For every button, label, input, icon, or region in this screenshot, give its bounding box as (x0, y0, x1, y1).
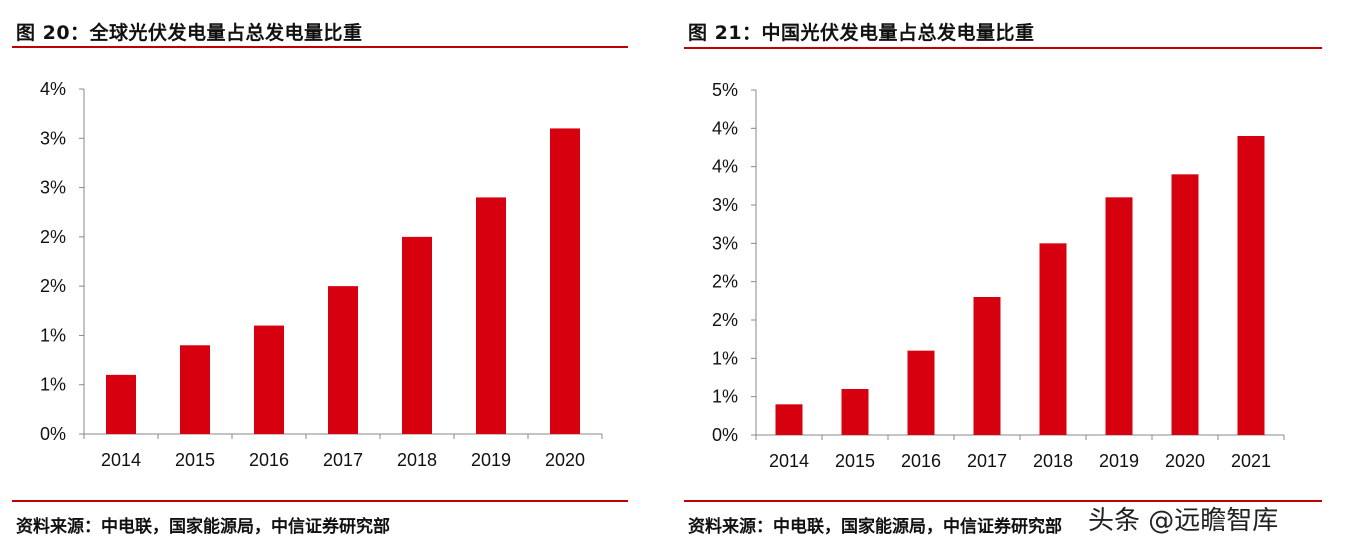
x-tick-label: 2019 (1099, 451, 1139, 471)
x-tick-label: 2016 (249, 450, 289, 470)
y-tick-label: 1% (712, 387, 738, 407)
x-tick-label: 2015 (835, 451, 875, 471)
bar-2019 (1105, 197, 1133, 435)
title-rule (684, 47, 1322, 49)
y-tick-label: 2% (712, 310, 738, 330)
bar-2020 (550, 128, 580, 434)
x-tick-label: 2018 (1033, 451, 1073, 471)
x-tick-label: 2017 (967, 451, 1007, 471)
y-tick-label: 4% (712, 157, 738, 177)
chart-panel-china: 图 21：中国光伏发电量占总发电量比重 0% 1% 1% 2% 2% 3% 3% 4% 4% 5%… (672, 0, 1322, 554)
source-note: 资料来源：中电联，国家能源局，中信证券研究部 (688, 517, 1062, 537)
bar-2018 (402, 236, 432, 434)
y-tick-label: 3% (40, 128, 66, 148)
bar-2018 (1039, 243, 1067, 435)
y-tick-label: 4% (712, 118, 738, 138)
y-tick-label: 1% (712, 348, 738, 368)
y-tick-label: 2% (40, 276, 66, 296)
bar-chart-china: 0% 1% 1% 2% 2% 3% 3% 4% 4% 5% 2014 2015 2016 2017 2018… (712, 80, 1285, 471)
chart-panel-global: 图 20：全球光伏发电量占总发电量比重 0% 1% 1% 2% 2% 3% 3% 4% 2014… (0, 0, 650, 554)
y-tick-label: 2% (40, 227, 66, 247)
bar-2020 (1171, 174, 1199, 436)
x-tick-label: 2020 (545, 450, 585, 470)
source-rule (684, 500, 1322, 502)
x-tick-label: 2019 (471, 450, 511, 470)
y-tick-label: 4% (40, 79, 66, 99)
y-tick-label: 3% (40, 178, 66, 198)
y-tick-label: 3% (712, 195, 738, 215)
bar-2017 (328, 286, 358, 434)
y-tick-label: 1% (40, 375, 66, 395)
x-tick-label: 2014 (101, 450, 141, 470)
bar-2017 (973, 297, 1001, 435)
bar-2014 (775, 404, 803, 435)
chart-title: 图 21：中国光伏发电量占总发电量比重 (688, 22, 1035, 44)
x-tick-label: 2014 (769, 451, 809, 471)
chart-title: 图 20：全球光伏发电量占总发电量比重 (16, 22, 363, 44)
source-rule (12, 500, 628, 502)
bar-2015 (841, 389, 869, 435)
y-tick-label: 5% (712, 80, 738, 100)
bar-chart-global: 0% 1% 1% 2% 2% 3% 3% 4% 2014 2015 2016 2017 2018 2019… (40, 79, 603, 470)
y-tick-label: 3% (712, 233, 738, 253)
bar-2014 (106, 374, 136, 434)
x-tick-label: 2017 (323, 450, 363, 470)
y-tick-label: 0% (40, 424, 66, 444)
x-tick-label: 2016 (901, 451, 941, 471)
source-note: 资料来源：中电联，国家能源局，中信证券研究部 (16, 517, 390, 537)
watermark: 头条 @远瞻智库 (1088, 506, 1279, 536)
x-tick-label: 2018 (397, 450, 437, 470)
x-tick-label: 2020 (1165, 451, 1205, 471)
bar-2021 (1237, 136, 1265, 435)
y-tick-label: 2% (712, 272, 738, 292)
bar-2015 (180, 345, 210, 434)
bar-2019 (476, 197, 506, 434)
bar-2016 (254, 325, 284, 434)
y-tick-label: 0% (712, 425, 738, 445)
x-tick-label: 2021 (1231, 451, 1271, 471)
bar-2016 (907, 350, 935, 435)
y-tick-label: 1% (40, 325, 66, 345)
x-tick-label: 2015 (175, 450, 215, 470)
title-rule (12, 46, 628, 48)
